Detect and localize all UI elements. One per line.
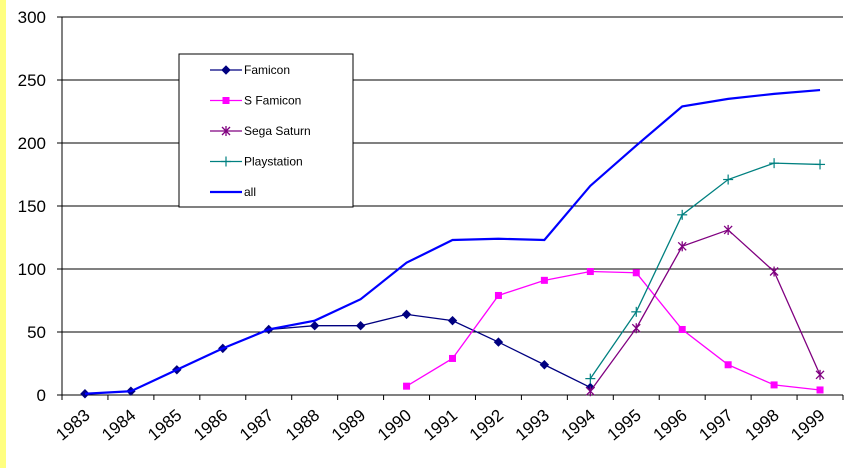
series-famicon	[80, 309, 596, 399]
legend-marker-sega-saturn	[221, 126, 231, 136]
point-s-famicon-1991	[449, 354, 456, 362]
point-famicon-1990	[401, 309, 412, 320]
series-playstation	[585, 158, 826, 384]
legend-item-s-famicon: S Famicon	[210, 94, 301, 108]
y-tick-label-150: 150	[18, 197, 46, 216]
x-tick-label-1986: 1986	[190, 406, 231, 445]
point-playstation-1994	[585, 373, 596, 384]
point-s-famicon-1992	[494, 291, 502, 299]
series-group	[80, 88, 826, 399]
point-famicon-1988	[309, 320, 320, 331]
legend-marker-s-famicon	[222, 97, 230, 104]
x-tick-label-1990: 1990	[374, 406, 415, 445]
x-tick-label-1991: 1991	[420, 406, 461, 445]
point-sega-saturn-1996	[677, 241, 687, 252]
legend-label-famicon: Famicon	[244, 63, 290, 77]
legend-item-all: all	[210, 185, 256, 199]
point-s-famicon-1999	[816, 386, 824, 394]
point-sega-saturn-1994	[585, 386, 595, 397]
point-playstation-1997	[723, 174, 734, 185]
y-tick-label-0: 0	[37, 386, 46, 405]
left-edge-strip	[0, 0, 6, 468]
series-line-famicon	[84, 313, 591, 395]
legend-label-s-famicon: S Famicon	[244, 94, 301, 108]
legend-label-all: all	[244, 185, 256, 199]
point-s-famicon-1990	[403, 382, 411, 390]
point-famicon-1991	[447, 315, 458, 326]
point-playstation-1995	[631, 306, 642, 317]
x-tick-label-1995: 1995	[604, 406, 645, 445]
series-sega-saturn	[585, 224, 825, 397]
y-tick-label-200: 200	[18, 134, 46, 153]
series-all	[84, 88, 821, 395]
axes	[57, 16, 844, 400]
point-famicon-1993	[539, 360, 550, 370]
x-tick-label-1994: 1994	[558, 406, 599, 445]
legend-item-sega-saturn: Sega Saturn	[210, 124, 311, 138]
y-tick-label-300: 300	[18, 8, 46, 27]
legend: Famicon S Famicon Sega Saturn Playstation al…	[178, 53, 354, 208]
point-playstation-1999	[815, 159, 826, 170]
point-sega-saturn-1997	[723, 224, 733, 235]
x-tick-label-1984: 1984	[98, 406, 139, 445]
x-tick-label-1997: 1997	[696, 406, 737, 445]
legend-label-playstation: Playstation	[244, 155, 303, 169]
series-line-sega-saturn	[589, 229, 821, 392]
legend-label-sega-saturn: Sega Saturn	[244, 124, 311, 138]
x-tick-label-1983: 1983	[52, 406, 93, 445]
point-playstation-1996	[677, 209, 688, 220]
legend-marker-famicon	[221, 65, 231, 75]
series-line-all	[84, 88, 821, 395]
x-tick-label-1988: 1988	[282, 406, 323, 445]
point-s-famicon-1996	[678, 325, 686, 333]
x-tick-label-1993: 1993	[512, 406, 553, 445]
point-famicon-1989	[355, 320, 366, 331]
point-s-famicon-1994	[586, 268, 594, 276]
point-s-famicon-1997	[724, 361, 732, 369]
point-sega-saturn-1998	[769, 266, 779, 277]
legend-item-playstation: Playstation	[210, 155, 303, 169]
point-famicon-1992	[493, 337, 504, 347]
point-sega-saturn-1999	[815, 369, 825, 380]
series-line-playstation	[589, 162, 821, 379]
x-tick-label-1992: 1992	[466, 406, 507, 445]
x-tick-label-1985: 1985	[144, 406, 185, 445]
legend-marker-playstation	[221, 156, 231, 167]
x-tick-label-1996: 1996	[650, 406, 691, 445]
x-tick-labels: 1983 1984 1985 1986 1987 1988 1989 1990 1991 1992…	[52, 406, 828, 445]
series-s-famicon	[403, 268, 824, 394]
point-s-famicon-1995	[632, 269, 640, 277]
x-tick-label-1989: 1989	[328, 406, 369, 445]
y-tick-label-100: 100	[18, 260, 46, 279]
x-tick-label-1999: 1999	[787, 406, 828, 445]
y-tick-label-50: 50	[27, 323, 46, 342]
x-tick-label-1998: 1998	[741, 406, 782, 445]
point-s-famicon-1993	[540, 276, 548, 284]
x-tick-label-1987: 1987	[236, 406, 277, 445]
series-line-s-famicon	[406, 270, 821, 391]
y-tick-label-250: 250	[18, 71, 46, 90]
point-playstation-1998	[769, 158, 780, 169]
point-s-famicon-1998	[770, 381, 778, 389]
y-tick-labels: 0 50 100 150 200 250 300	[18, 8, 46, 405]
legend-item-famicon: Famicon	[210, 63, 290, 77]
legend-box	[178, 53, 354, 208]
point-sega-saturn-1995	[631, 323, 641, 334]
